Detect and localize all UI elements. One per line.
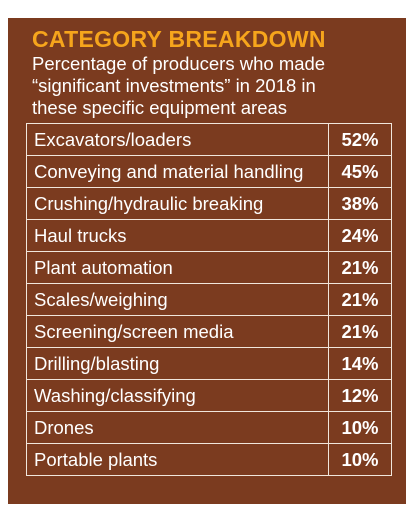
percentage: 14%	[328, 347, 392, 380]
equipment-label: Crushing/hydraulic breaking	[26, 187, 329, 220]
table-row: Washing/classifying 12%	[26, 379, 392, 412]
percentage: 12%	[328, 379, 392, 412]
table-row: Screening/screen media 21%	[26, 315, 392, 348]
percentage: 10%	[328, 411, 392, 444]
table-row: Drilling/blasting 14%	[26, 347, 392, 380]
percentage: 38%	[328, 187, 392, 220]
equipment-label: Drilling/blasting	[26, 347, 329, 380]
equipment-label: Conveying and material handling	[26, 155, 329, 188]
percentage: 45%	[328, 155, 392, 188]
percentage: 24%	[328, 219, 392, 252]
table-row: Excavators/loaders 52%	[26, 123, 392, 156]
table: Excavators/loaders 52% Conveying and mater…	[26, 123, 392, 476]
table-row: Portable plants 10%	[26, 443, 392, 476]
table-row: Scales/weighing 21%	[26, 283, 392, 316]
equipment-label: Screening/screen media	[26, 315, 329, 348]
table-row: Plant automation 21%	[26, 251, 392, 284]
equipment-label: Haul trucks	[26, 219, 329, 252]
panel: CATEGORY BREAKDOWN Percentage of produce…	[8, 18, 406, 504]
equipment-label: Scales/weighing	[26, 283, 329, 316]
equipment-label: Portable plants	[26, 443, 329, 476]
percentage: 10%	[328, 443, 392, 476]
percentage: 21%	[328, 283, 392, 316]
equipment-label: Washing/classifying	[26, 379, 329, 412]
table-row: Crushing/hydraulic breaking 38%	[26, 187, 392, 220]
equipment-label: Drones	[26, 411, 329, 444]
title: CATEGORY BREAKDOWN	[32, 26, 326, 52]
percentage: 21%	[328, 251, 392, 284]
table-row: Drones 10%	[26, 411, 392, 444]
equipment-label: Excavators/loaders	[26, 123, 329, 156]
percentage: 52%	[328, 123, 392, 156]
percentage: 21%	[328, 315, 392, 348]
equipment-label: Plant automation	[26, 251, 329, 284]
table-row: Haul trucks 24%	[26, 219, 392, 252]
table-row: Conveying and material handling 45%	[26, 155, 392, 188]
subtitle: Percentage of producers who made “signif…	[32, 53, 326, 118]
